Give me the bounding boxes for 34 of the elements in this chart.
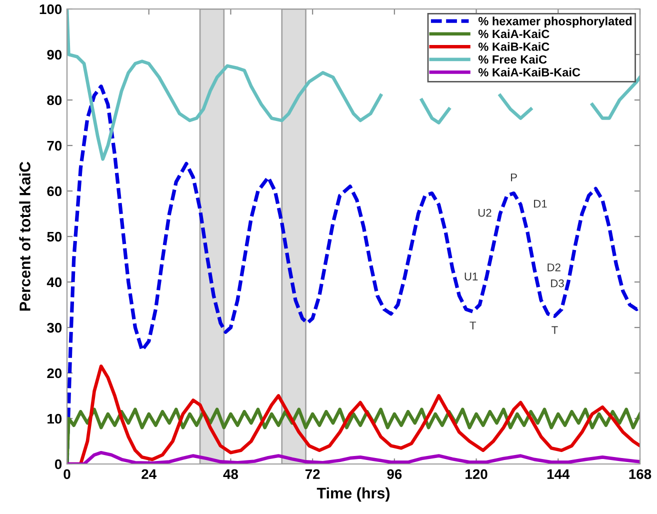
y-tick-label: 0: [54, 459, 62, 470]
x-tick-label: 120: [466, 469, 488, 480]
legend-label: % hexamer phosphorylated: [478, 16, 632, 28]
x-tick-label: 168: [629, 469, 652, 480]
annotation: P: [511, 174, 517, 182]
y-tick-label: 70: [47, 140, 62, 151]
y-tick-label: 90: [47, 50, 62, 60]
y-tick-label: 50: [47, 232, 62, 242]
legend-label: % KaiB-KaiC: [478, 42, 550, 51]
y-tick-label: 60: [47, 186, 62, 196]
y-axis-title: Percent of total KaiC: [19, 162, 30, 311]
y-tick-label: 100: [40, 4, 62, 14]
annotation: U2: [478, 208, 492, 217]
annotation: T: [552, 326, 558, 334]
annotation: U1: [464, 272, 478, 280]
y-tick-label: 80: [47, 95, 62, 106]
annotation: D1: [534, 200, 547, 208]
x-axis-title: Time (hrs): [316, 487, 390, 502]
legend-label: % KaiA-KaiB-KaiC: [478, 68, 580, 76]
y-tick-label: 10: [48, 414, 62, 424]
legend-label: % KaiA-KaiC: [478, 29, 550, 38]
x-tick-label: 96: [387, 469, 402, 480]
y-tick-label: 20: [47, 368, 62, 378]
y-tick-label: 30: [47, 322, 62, 333]
x-tick-label: 0: [64, 469, 70, 480]
x-tick-label: 72: [305, 469, 320, 479]
annotation: D3: [551, 279, 564, 288]
x-tick-label: 24: [142, 469, 157, 479]
legend-label: % Free KaiC: [478, 55, 547, 64]
annotation: T: [470, 322, 476, 330]
y-tick-label: 40: [46, 277, 62, 288]
x-tick-label: 144: [547, 469, 570, 479]
x-tick-label: 48: [223, 469, 238, 480]
annotation: D2: [548, 263, 560, 272]
